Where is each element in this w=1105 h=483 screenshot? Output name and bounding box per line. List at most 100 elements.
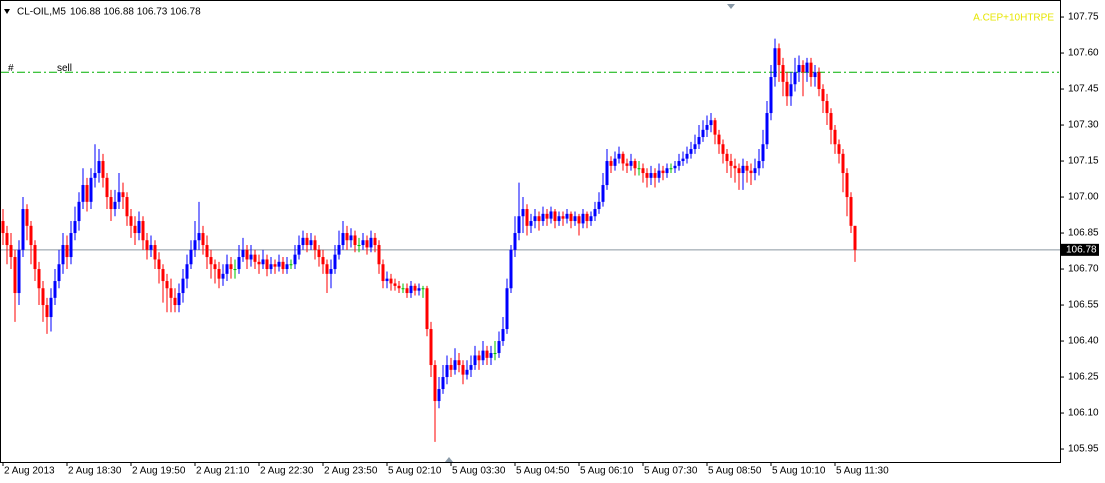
candle-body bbox=[109, 197, 113, 210]
x-tick-label: 2 Aug 2013 bbox=[4, 466, 55, 477]
level-label: sell bbox=[57, 63, 72, 74]
candle-body bbox=[553, 211, 557, 222]
candle-body bbox=[253, 254, 257, 262]
candle-body bbox=[481, 350, 485, 361]
candle-body bbox=[461, 365, 465, 375]
candle-body bbox=[181, 278, 185, 294]
candle-body bbox=[493, 353, 497, 355]
candle-body bbox=[37, 269, 41, 289]
candle-body bbox=[641, 168, 645, 174]
candle-body bbox=[361, 240, 365, 246]
candle-body bbox=[357, 245, 361, 247]
candle-body bbox=[297, 245, 301, 255]
candle-body bbox=[637, 168, 641, 170]
candle-body bbox=[413, 285, 417, 291]
x-tick-label: 5 Aug 11:30 bbox=[836, 466, 889, 477]
candle-body bbox=[301, 237, 305, 246]
candle-body bbox=[601, 185, 605, 202]
candle-body bbox=[209, 257, 213, 265]
candle-body bbox=[217, 269, 221, 279]
candle-body bbox=[817, 72, 821, 90]
candle-body bbox=[169, 288, 173, 298]
candle-body bbox=[89, 177, 93, 202]
candle-body bbox=[377, 245, 381, 265]
candle-body bbox=[545, 213, 549, 219]
period-marker[interactable] bbox=[445, 457, 453, 462]
candle-body bbox=[681, 158, 685, 162]
candle-body bbox=[541, 213, 545, 222]
candle-body bbox=[365, 240, 369, 248]
symbol: CL-OIL,M5 bbox=[17, 7, 66, 18]
candle-body bbox=[565, 213, 569, 219]
candle-body bbox=[145, 240, 149, 250]
candle-body bbox=[465, 369, 469, 375]
candle-body bbox=[825, 101, 829, 114]
candle-body bbox=[513, 233, 517, 250]
candle-body bbox=[621, 153, 625, 164]
candle-body bbox=[517, 216, 521, 234]
x-tick-label: 2 Aug 21:10 bbox=[196, 466, 250, 477]
price-label-box bbox=[1061, 243, 1099, 256]
candle-body bbox=[761, 144, 765, 162]
candle-body bbox=[325, 264, 329, 274]
candle-body bbox=[809, 62, 813, 78]
candle-body bbox=[625, 163, 629, 166]
candle-body bbox=[605, 161, 609, 186]
candle-body bbox=[821, 89, 825, 102]
candle-body bbox=[309, 240, 313, 246]
candle-body bbox=[345, 233, 349, 241]
y-tick-label: 107.00 bbox=[1068, 192, 1099, 203]
candle-body bbox=[101, 161, 105, 178]
candle-body bbox=[525, 209, 529, 226]
candle-body bbox=[585, 213, 589, 222]
menu-arrow[interactable] bbox=[4, 9, 10, 14]
candle-body bbox=[745, 165, 749, 171]
candle-body bbox=[717, 134, 721, 145]
candle-body bbox=[701, 129, 705, 138]
candle-body bbox=[189, 249, 193, 265]
candle-body bbox=[53, 281, 57, 298]
candle-body bbox=[485, 350, 489, 358]
candle-body bbox=[225, 264, 229, 274]
candle-body bbox=[9, 245, 13, 258]
candle-body bbox=[269, 264, 273, 270]
candle-body bbox=[833, 129, 837, 145]
candle-body bbox=[213, 264, 217, 270]
candle-body bbox=[257, 261, 261, 265]
scroll-marker[interactable] bbox=[727, 4, 735, 9]
candle-body bbox=[505, 288, 509, 330]
candle-body bbox=[105, 177, 109, 198]
candle-body bbox=[141, 221, 145, 241]
candle-body bbox=[445, 365, 449, 378]
candle-body bbox=[521, 209, 525, 217]
candle-body bbox=[29, 225, 33, 246]
y-tick-label: 106.85 bbox=[1068, 228, 1099, 239]
candle-body bbox=[197, 233, 201, 241]
candle-body bbox=[577, 216, 581, 224]
candle-body bbox=[629, 161, 633, 166]
candle-body bbox=[661, 170, 665, 174]
candle-body bbox=[321, 257, 325, 265]
candle-body bbox=[165, 281, 169, 289]
candle-body bbox=[581, 213, 585, 224]
x-tick-label: 5 Aug 07:30 bbox=[644, 466, 698, 477]
candle-body bbox=[293, 254, 297, 265]
candle-body bbox=[841, 153, 845, 174]
candle-body bbox=[249, 254, 253, 260]
candle-body bbox=[801, 65, 805, 73]
x-tick-label: 5 Aug 08:50 bbox=[708, 466, 762, 477]
candle-body bbox=[501, 329, 505, 342]
candle-body bbox=[669, 168, 673, 170]
candle-body bbox=[21, 209, 25, 250]
candle-body bbox=[81, 185, 85, 202]
candle-body bbox=[597, 201, 601, 210]
candle-body bbox=[757, 161, 761, 169]
candle-body bbox=[709, 120, 713, 126]
candle-body bbox=[573, 216, 577, 222]
candle-body bbox=[177, 293, 181, 306]
candle-body bbox=[713, 120, 717, 135]
candle-body bbox=[433, 365, 437, 402]
candle-body bbox=[73, 221, 77, 234]
